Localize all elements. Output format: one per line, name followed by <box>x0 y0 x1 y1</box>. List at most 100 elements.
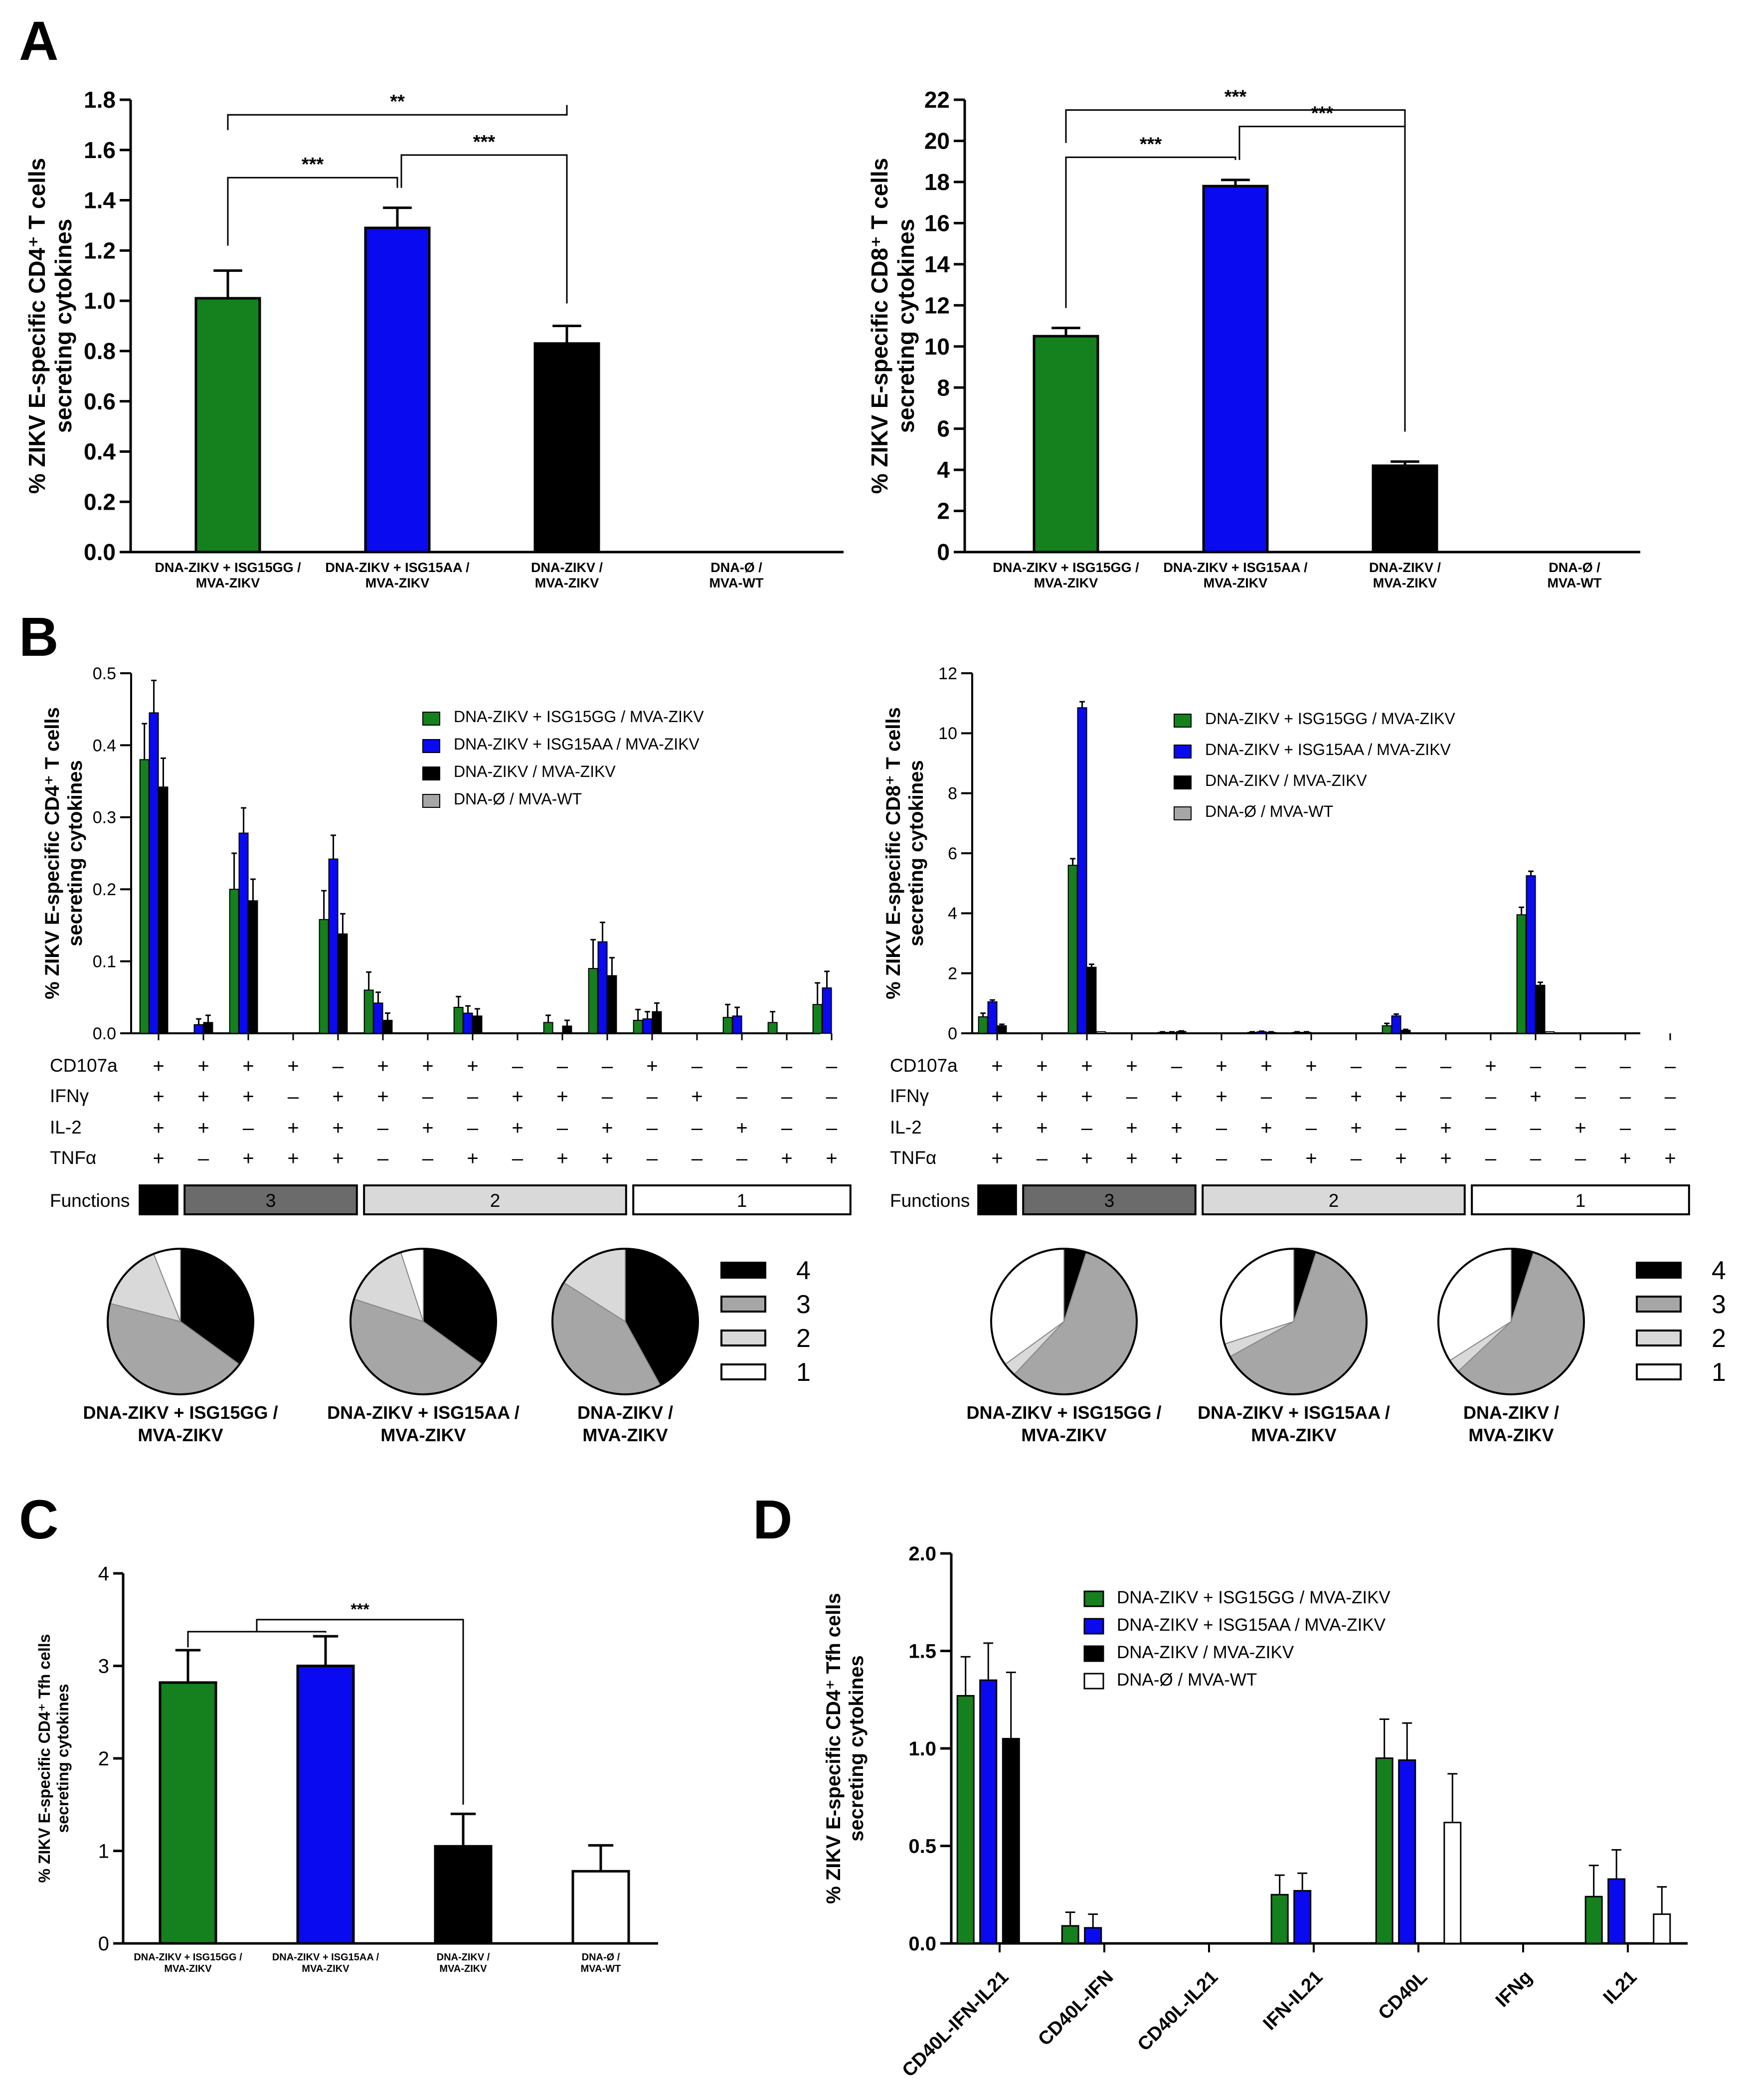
x-category-label: MVA-ZIKV <box>1204 575 1268 590</box>
significance-label: *** <box>1224 87 1247 108</box>
bar-zk <box>382 1020 393 1034</box>
sign-cell: – <box>602 1055 613 1077</box>
chart-a-cd4: 0.0 0.2 0.4 0.6 0.8 1.0 1.2 1.4 1.6 1.8 % ZIKV E-s… <box>24 87 844 590</box>
y-tick-label: 4 <box>948 904 957 923</box>
y-tick-label: 18 <box>924 169 950 195</box>
y-tick-label: 0.6 <box>84 388 116 414</box>
sign-cell: + <box>1171 1117 1182 1139</box>
sign-cell: + <box>467 1055 478 1077</box>
functions-box-3 <box>1022 1184 1197 1215</box>
sign-cell: – <box>826 1117 838 1139</box>
y-axis-label: secreting cytokines <box>905 760 927 947</box>
bar-zk <box>1086 966 1097 1034</box>
bar-aa <box>1293 1890 1312 1944</box>
sign-cell: – <box>1171 1055 1183 1077</box>
x-category-label: MVA-ZIKV <box>1034 575 1098 590</box>
sign-cell: + <box>1395 1086 1406 1108</box>
y-tick-label: 2 <box>948 964 957 983</box>
chart-b-cd8: 0 2 4 6 8 10 12 % ZIKV E-specific CD8⁺ T cells s… <box>882 664 1671 1043</box>
bar-gg <box>1270 1894 1289 1944</box>
legend-swatch-zk <box>1174 775 1192 789</box>
pie-label: DNA-ZIKV + ISG15GG / <box>966 1402 1161 1423</box>
functions-box-1 <box>632 1184 852 1215</box>
bar-gg <box>194 297 261 554</box>
sign-cell: – <box>602 1086 613 1108</box>
bar-gg <box>1516 914 1527 1034</box>
y-axis-label: secreting cytokines <box>893 219 919 433</box>
functions-box-label: 2 <box>1329 1190 1339 1211</box>
sign-cell: – <box>1485 1086 1497 1108</box>
functions-box-label: 3 <box>1104 1190 1115 1211</box>
sign-cell: – <box>1665 1055 1676 1077</box>
pie-legend-label: 1 <box>1712 1358 1726 1387</box>
functions-box-4 <box>139 1184 178 1215</box>
y-tick-label: 0.4 <box>84 439 116 465</box>
sign-cell: + <box>691 1086 702 1108</box>
sign-cell: + <box>1036 1086 1047 1108</box>
pie-legend-label: 3 <box>1712 1290 1726 1319</box>
pie-legend-label: 4 <box>1712 1256 1726 1285</box>
significance-label: *** <box>1140 134 1162 155</box>
sign-cell: + <box>1126 1117 1137 1139</box>
bar-aa <box>1398 1759 1416 1944</box>
sign-cell: + <box>1305 1055 1317 1077</box>
bar-zk <box>997 1025 1007 1034</box>
significance-label: *** <box>1311 103 1334 124</box>
y-axis-label: % ZIKV E-specific CD4⁺ T cells <box>24 158 50 494</box>
bar-gg <box>319 919 329 1034</box>
sign-cell: – <box>781 1055 793 1077</box>
row-label: CD107a <box>890 1055 958 1076</box>
bar-aa <box>193 1024 204 1034</box>
sign-cell: + <box>1216 1055 1227 1077</box>
y-tick-label: 2 <box>937 498 950 524</box>
chart-c: 0 1 2 3 4 % ZIKV E-specific CD4⁺ Tfh cells sec… <box>35 1563 658 1974</box>
bar-gg <box>453 1007 464 1034</box>
pie-legend-label: 2 <box>1712 1324 1726 1353</box>
pie-legend-swatch <box>1636 1262 1682 1279</box>
sign-cell: + <box>242 1147 254 1169</box>
significance-label: *** <box>302 154 324 175</box>
sign-cell: – <box>422 1086 434 1108</box>
y-tick-label: 8 <box>937 375 950 400</box>
bar-aa <box>373 1002 383 1034</box>
bar-gg <box>363 989 374 1034</box>
pie-legend-label: 4 <box>796 1256 811 1285</box>
y-axis-label: % ZIKV E-specific CD8⁺ T cells <box>882 707 904 999</box>
pie-legend-swatch <box>720 1296 766 1313</box>
x-category-label: DNA-Ø / <box>1549 560 1600 575</box>
functions-box-2 <box>363 1184 627 1215</box>
x-category-label: CD40L-IFN <box>1034 1967 1117 2050</box>
legend-label: DNA-Ø / MVA-WT <box>1117 1670 1257 1690</box>
y-tick-label: 16 <box>924 210 950 236</box>
panel-label-d: D <box>753 1489 792 1550</box>
sign-cell: + <box>242 1055 254 1077</box>
bar-zk <box>1176 1031 1187 1034</box>
bar-aa <box>1084 1927 1102 1944</box>
x-category-label: DNA-ZIKV / <box>1369 560 1441 575</box>
legend-label: DNA-ZIKV + ISG15GG / MVA-ZIKV <box>454 708 704 726</box>
x-category-label: DNA-ZIKV + ISG15GG / <box>155 560 301 575</box>
bar-gg <box>1382 1025 1392 1034</box>
bar-aa <box>463 1012 473 1034</box>
y-tick-label: 1.8 <box>84 87 116 113</box>
sign-cell: + <box>287 1055 299 1077</box>
legend-swatch-wt <box>422 794 440 808</box>
pie-outline <box>1437 1248 1585 1395</box>
sign-cell: – <box>1665 1117 1676 1139</box>
y-tick-label: 1.4 <box>84 188 116 213</box>
sign-cell: – <box>557 1117 568 1139</box>
significance-bracket <box>1065 156 1236 308</box>
sign-cell: – <box>1306 1086 1317 1108</box>
sign-cell: – <box>1530 1055 1542 1077</box>
y-tick-label: 0.0 <box>908 1933 936 1955</box>
bar-zk <box>203 1022 213 1034</box>
pie-outline <box>990 1248 1138 1395</box>
significance-bracket <box>1238 126 1406 432</box>
bar-aa <box>979 1679 998 1944</box>
y-tick-label: 1.0 <box>84 288 116 314</box>
functions-box-4 <box>977 1184 1017 1215</box>
pie-outline <box>551 1248 699 1395</box>
sign-cell: – <box>692 1055 703 1077</box>
bar-aa <box>597 941 608 1034</box>
sign-cell: + <box>197 1117 209 1139</box>
